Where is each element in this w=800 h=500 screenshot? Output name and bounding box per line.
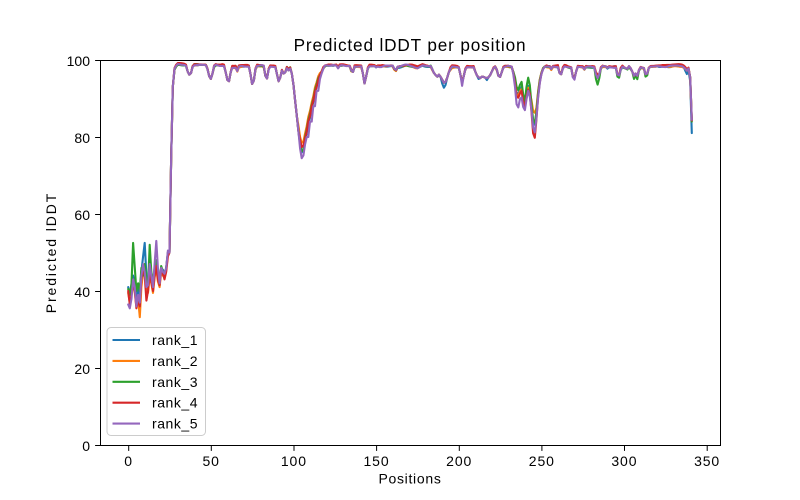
svg-text:150: 150 <box>363 453 389 469</box>
svg-text:40: 40 <box>74 284 90 300</box>
svg-text:300: 300 <box>611 453 637 469</box>
svg-text:100: 100 <box>281 453 307 469</box>
svg-text:20: 20 <box>74 361 90 377</box>
svg-text:200: 200 <box>446 453 472 469</box>
svg-text:Positions: Positions <box>378 471 441 487</box>
svg-text:350: 350 <box>694 453 720 469</box>
svg-text:rank_4: rank_4 <box>152 395 198 411</box>
svg-text:100: 100 <box>67 53 91 69</box>
svg-text:0: 0 <box>82 438 90 454</box>
svg-text:rank_1: rank_1 <box>152 332 198 348</box>
svg-text:60: 60 <box>74 207 90 223</box>
svg-text:rank_5: rank_5 <box>152 416 198 432</box>
svg-text:250: 250 <box>529 453 555 469</box>
svg-text:50: 50 <box>203 453 220 469</box>
svg-text:0: 0 <box>124 453 133 469</box>
svg-text:rank_2: rank_2 <box>152 353 198 369</box>
svg-text:80: 80 <box>74 130 90 146</box>
svg-text:Predicted lDDT: Predicted lDDT <box>43 192 59 314</box>
svg-text:Predicted lDDT per position: Predicted lDDT per position <box>294 35 527 55</box>
svg-text:rank_3: rank_3 <box>152 374 198 390</box>
